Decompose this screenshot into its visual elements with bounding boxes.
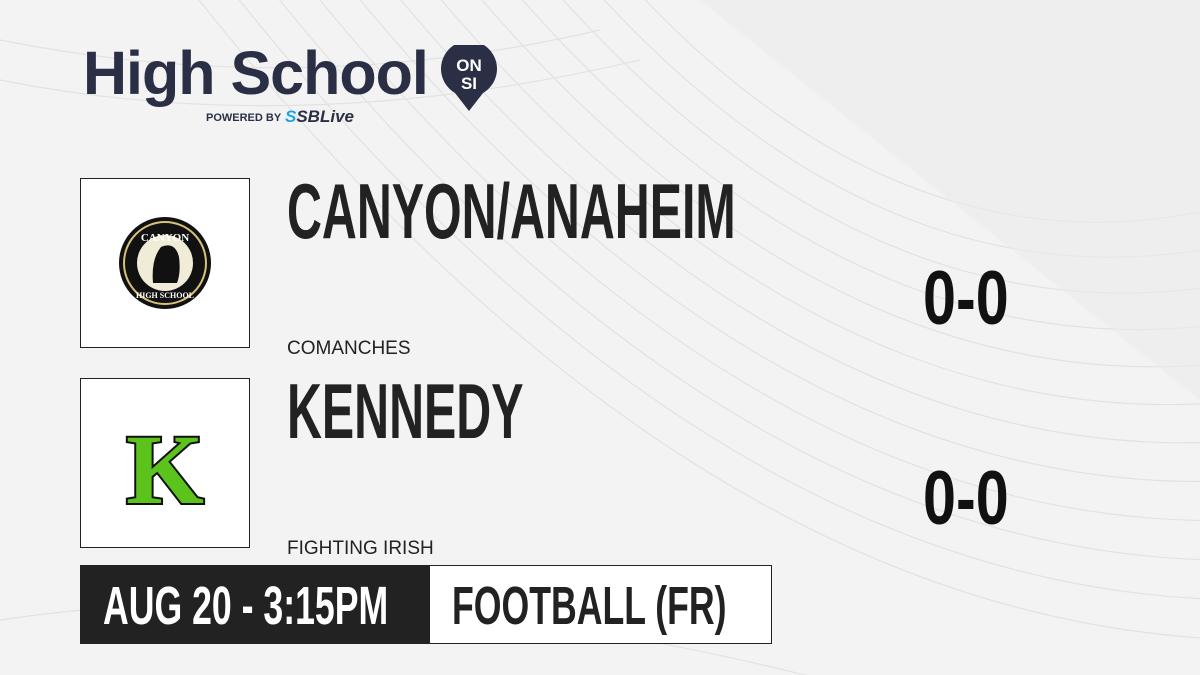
sblive-logo: SSBLive (285, 107, 354, 127)
team-logo-canyon: CANYON HIGH SCHOOL (80, 178, 250, 348)
team-name-text: KENNEDY (287, 367, 524, 455)
score-text: 0-0 (923, 456, 1009, 541)
canyon-logo-icon: CANYON HIGH SCHOOL (119, 217, 211, 309)
sport-text: FOOTBALL (FR) (452, 576, 727, 636)
kennedy-k-logo-icon: K (124, 412, 206, 527)
datetime-text: AUG 20 - 3:15PM (103, 576, 389, 636)
team-name-text: CANYON/ANAHEIM (287, 167, 736, 255)
game-datetime: AUG 20 - 3:15PM (103, 579, 535, 633)
team-mascot-away: FIGHTING IRISH (287, 538, 434, 559)
score-text: 0-0 (923, 256, 1009, 341)
badge-top: ON (456, 56, 482, 75)
team-score-away: 0-0 (923, 461, 1033, 537)
game-sport: FOOTBALL (FR) (452, 579, 868, 633)
team-name-away: KENNEDY (287, 372, 668, 450)
logo-letter: K (126, 414, 204, 525)
datetime-panel (81, 566, 430, 643)
game-info-bar: AUG 20 - 3:15PM FOOTBALL (FR) (80, 565, 772, 644)
team-mascot-home: COMANCHES (287, 338, 411, 359)
logo-text-bottom: HIGH SCHOOL (136, 291, 194, 300)
sblive-text: SBLive (296, 107, 354, 126)
on-si-pin-logo: ON SI (441, 45, 497, 111)
team-score-home: 0-0 (923, 261, 1033, 337)
sblive-mark: S (285, 107, 297, 126)
powered-by-label: POWERED BY (206, 112, 282, 124)
team-name-home: CANYON/ANAHEIM (287, 172, 1011, 250)
badge-bottom: SI (461, 74, 477, 93)
logo-text-top: CANYON (141, 232, 189, 244)
team-logo-kennedy: K (80, 378, 250, 548)
brand-title: High School (83, 39, 429, 107)
